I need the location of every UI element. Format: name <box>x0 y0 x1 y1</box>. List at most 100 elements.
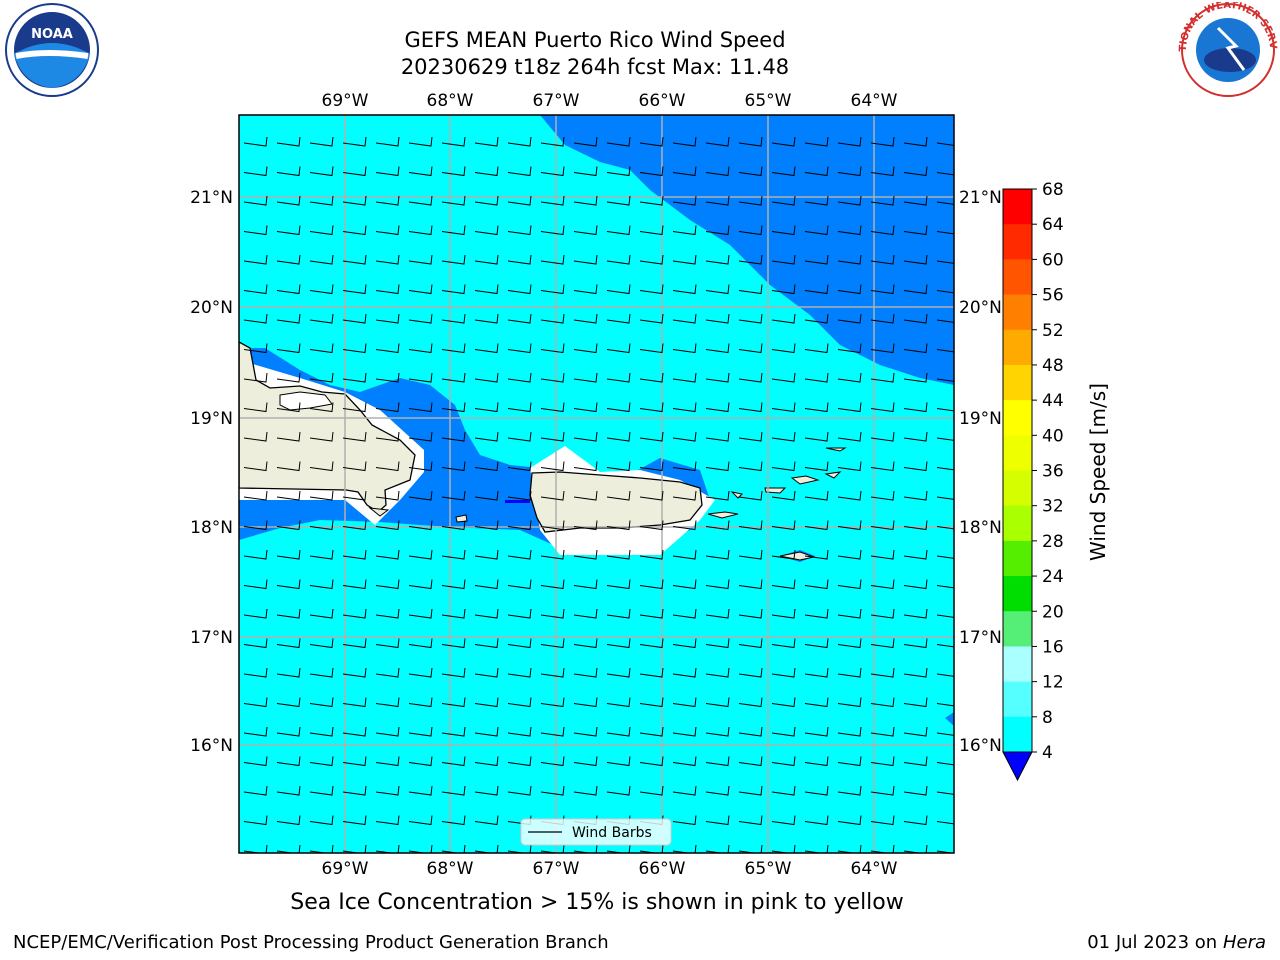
wind-barb <box>804 697 829 708</box>
wind-barb <box>804 579 829 590</box>
wind-barb <box>738 756 763 767</box>
wind-barb <box>474 313 499 324</box>
wind-barb <box>870 372 895 383</box>
land-small-island <box>825 447 847 452</box>
wind-barb <box>375 431 400 442</box>
wind-barb <box>705 549 730 560</box>
lat-label-right: 20°N <box>959 298 1002 318</box>
wind-barb <box>573 697 598 708</box>
wind-barb <box>342 726 367 737</box>
colorbar-tick-label: 12 <box>1042 673 1064 693</box>
wind-barb <box>243 372 268 383</box>
lon-label-bottom: 67°W <box>533 859 580 879</box>
colorbar-segment <box>1003 400 1032 436</box>
wind-barb <box>606 431 631 442</box>
colorbar-tick-label: 4 <box>1042 743 1053 763</box>
wind-barb <box>342 785 367 796</box>
wind-barb <box>507 166 532 177</box>
wind-barb <box>474 756 499 767</box>
wind-barb <box>672 343 697 354</box>
colorbar-segment <box>1003 294 1032 331</box>
wind-barb <box>672 490 697 501</box>
wind-barb <box>936 231 954 235</box>
wind-barb <box>573 343 598 354</box>
wind-barb <box>804 166 829 177</box>
lat-label-right: 17°N <box>959 628 1002 648</box>
wind-barb <box>573 844 598 853</box>
wind-barb <box>441 195 466 206</box>
wind-barb <box>903 343 928 354</box>
wind-barb <box>936 437 954 441</box>
wind-barb <box>573 225 598 236</box>
wind-barb <box>573 166 598 177</box>
wind-barb <box>903 225 928 236</box>
wind-barb <box>243 549 268 560</box>
wind-barb <box>771 844 796 853</box>
wind-barb <box>441 520 466 531</box>
wind-barb <box>639 608 664 619</box>
wind-barb <box>606 844 631 853</box>
wind-barb <box>309 756 334 767</box>
wind-barb <box>771 490 796 501</box>
wind-barb <box>540 402 565 413</box>
wind-barb <box>309 343 334 354</box>
wind-barb <box>705 343 730 354</box>
colorbar-segment <box>1003 259 1032 296</box>
noaa-logo: NOAA <box>5 3 99 97</box>
wind-barb <box>309 638 334 649</box>
wind-barb <box>408 254 433 265</box>
wind-barb <box>375 195 400 206</box>
colorbar-tick-label: 52 <box>1042 321 1064 341</box>
wind-barb <box>375 697 400 708</box>
wind-barb <box>903 166 928 177</box>
wind-barb <box>672 549 697 560</box>
wind-barb <box>342 402 367 413</box>
wind-barb <box>804 785 829 796</box>
wind-barb <box>342 431 367 442</box>
wind-barb <box>540 195 565 206</box>
wind-barb <box>441 815 466 826</box>
wind-barb <box>573 638 598 649</box>
land-north-coast-bay <box>279 391 333 411</box>
wind-barb <box>507 756 532 767</box>
wind-barb <box>408 608 433 619</box>
wind-barb <box>804 372 829 383</box>
wind-barb <box>639 785 664 796</box>
wind-barb <box>771 402 796 413</box>
wind-barb <box>606 638 631 649</box>
noaa-logo-text: NOAA <box>31 27 73 42</box>
wind-barb <box>804 225 829 236</box>
wind-barb <box>837 490 862 501</box>
wind-barb <box>243 343 268 354</box>
wind-barb <box>573 579 598 590</box>
wind-barb <box>540 520 565 531</box>
wind-barb <box>507 461 532 472</box>
wind-barb <box>771 549 796 560</box>
wind-barb <box>243 756 268 767</box>
lat-label-left: 20°N <box>190 298 233 318</box>
wind-barb <box>672 431 697 442</box>
wind-barb <box>276 490 301 501</box>
wind-barb <box>309 490 334 501</box>
wind-barb <box>606 254 631 265</box>
wind-barb <box>276 136 301 147</box>
colorbar-segment <box>1003 189 1032 225</box>
wind-barb <box>738 520 763 531</box>
wind-barb <box>771 520 796 531</box>
wind-barb <box>309 225 334 236</box>
wind-barb <box>309 667 334 678</box>
wind-barb <box>672 667 697 678</box>
wind-barb <box>870 815 895 826</box>
colorbar-tick-label: 36 <box>1042 462 1064 482</box>
wind-barb <box>870 756 895 767</box>
wind-barb <box>804 608 829 619</box>
wind-barb <box>507 402 532 413</box>
wind-barb <box>408 756 433 767</box>
wind-barb <box>837 726 862 737</box>
wind-barb <box>309 402 334 413</box>
wind-barb <box>771 284 796 295</box>
wind-barb <box>606 520 631 531</box>
wind-barb <box>639 402 664 413</box>
wind-barb <box>870 195 895 206</box>
wind-barb <box>375 549 400 560</box>
